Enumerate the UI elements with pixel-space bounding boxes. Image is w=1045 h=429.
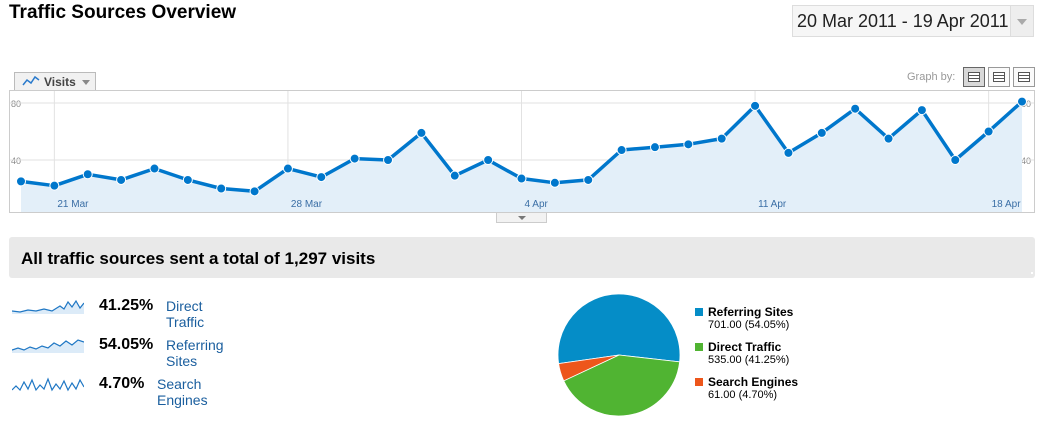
legend-swatch — [695, 378, 703, 386]
source-percent: 54.05% — [99, 336, 154, 353]
source-percent: 4.70% — [99, 375, 145, 392]
y-tick-mid-right: 40 — [1021, 156, 1032, 166]
date-range-text: 20 Mar 2011 - 19 Apr 2011 — [797, 11, 1009, 31]
date-range-picker[interactable]: 20 Mar 2011 - 19 Apr 2011 — [792, 5, 1034, 37]
graph-by-month-button[interactable] — [1013, 67, 1035, 87]
metric-label: Visits — [44, 75, 76, 89]
y-tick-top-left: 80 — [11, 99, 22, 109]
legend-value: 61.00 (4.70%) — [708, 389, 778, 401]
source-link-search-engines[interactable]: Search Engines — [157, 376, 208, 408]
collapse-chart-tab[interactable] — [496, 213, 547, 223]
legend-name: Search Engines — [708, 375, 799, 389]
source-link-referring-sites[interactable]: Referring Sites — [166, 337, 224, 369]
page-title: Traffic Sources Overview — [9, 2, 237, 23]
source-percent: 41.25% — [99, 297, 154, 314]
summary-text: All traffic sources sent a total of 1,29… — [21, 249, 376, 268]
dropdown-arrow-icon — [82, 80, 90, 85]
legend-value: 701.00 (54.05%) — [708, 319, 790, 331]
summary-bar: All traffic sources sent a total of 1,29… — [9, 237, 1035, 278]
y-tick-top-right: 80 — [1021, 99, 1032, 109]
line-chart-icon — [22, 75, 40, 86]
traffic-sources-pie-chart — [557, 293, 681, 417]
sparkline-icon — [12, 339, 84, 353]
month-view-icon — [1018, 72, 1030, 82]
y-tick-mid-left: 40 — [11, 156, 22, 166]
legend-name: Referring Sites — [708, 305, 794, 319]
pie-slice-search-engines — [558, 354, 620, 382]
pie-slice-referring-sites — [557, 293, 681, 365]
legend-value: 535.00 (41.25%) — [708, 354, 790, 366]
chevron-down-icon[interactable] — [1010, 6, 1033, 36]
legend-name: Direct Traffic — [708, 340, 782, 354]
sparkline-icon — [12, 299, 84, 314]
source-link-direct-traffic[interactable]: Direct Traffic — [166, 298, 205, 330]
week-view-icon — [993, 72, 1005, 82]
sparkline-icon — [12, 377, 84, 392]
summary-corner-dot — [1031, 272, 1033, 274]
metric-selector-tab[interactable]: Visits — [14, 72, 96, 91]
legend-swatch — [695, 343, 703, 351]
visits-chart-frame — [9, 90, 1035, 213]
graph-by-label: Graph by: — [907, 71, 956, 83]
graph-by-day-button[interactable] — [963, 67, 985, 87]
graph-by-week-button[interactable] — [988, 67, 1010, 87]
legend-swatch — [695, 308, 703, 316]
day-view-icon — [968, 72, 980, 82]
pie-slice-direct-traffic — [563, 354, 681, 417]
